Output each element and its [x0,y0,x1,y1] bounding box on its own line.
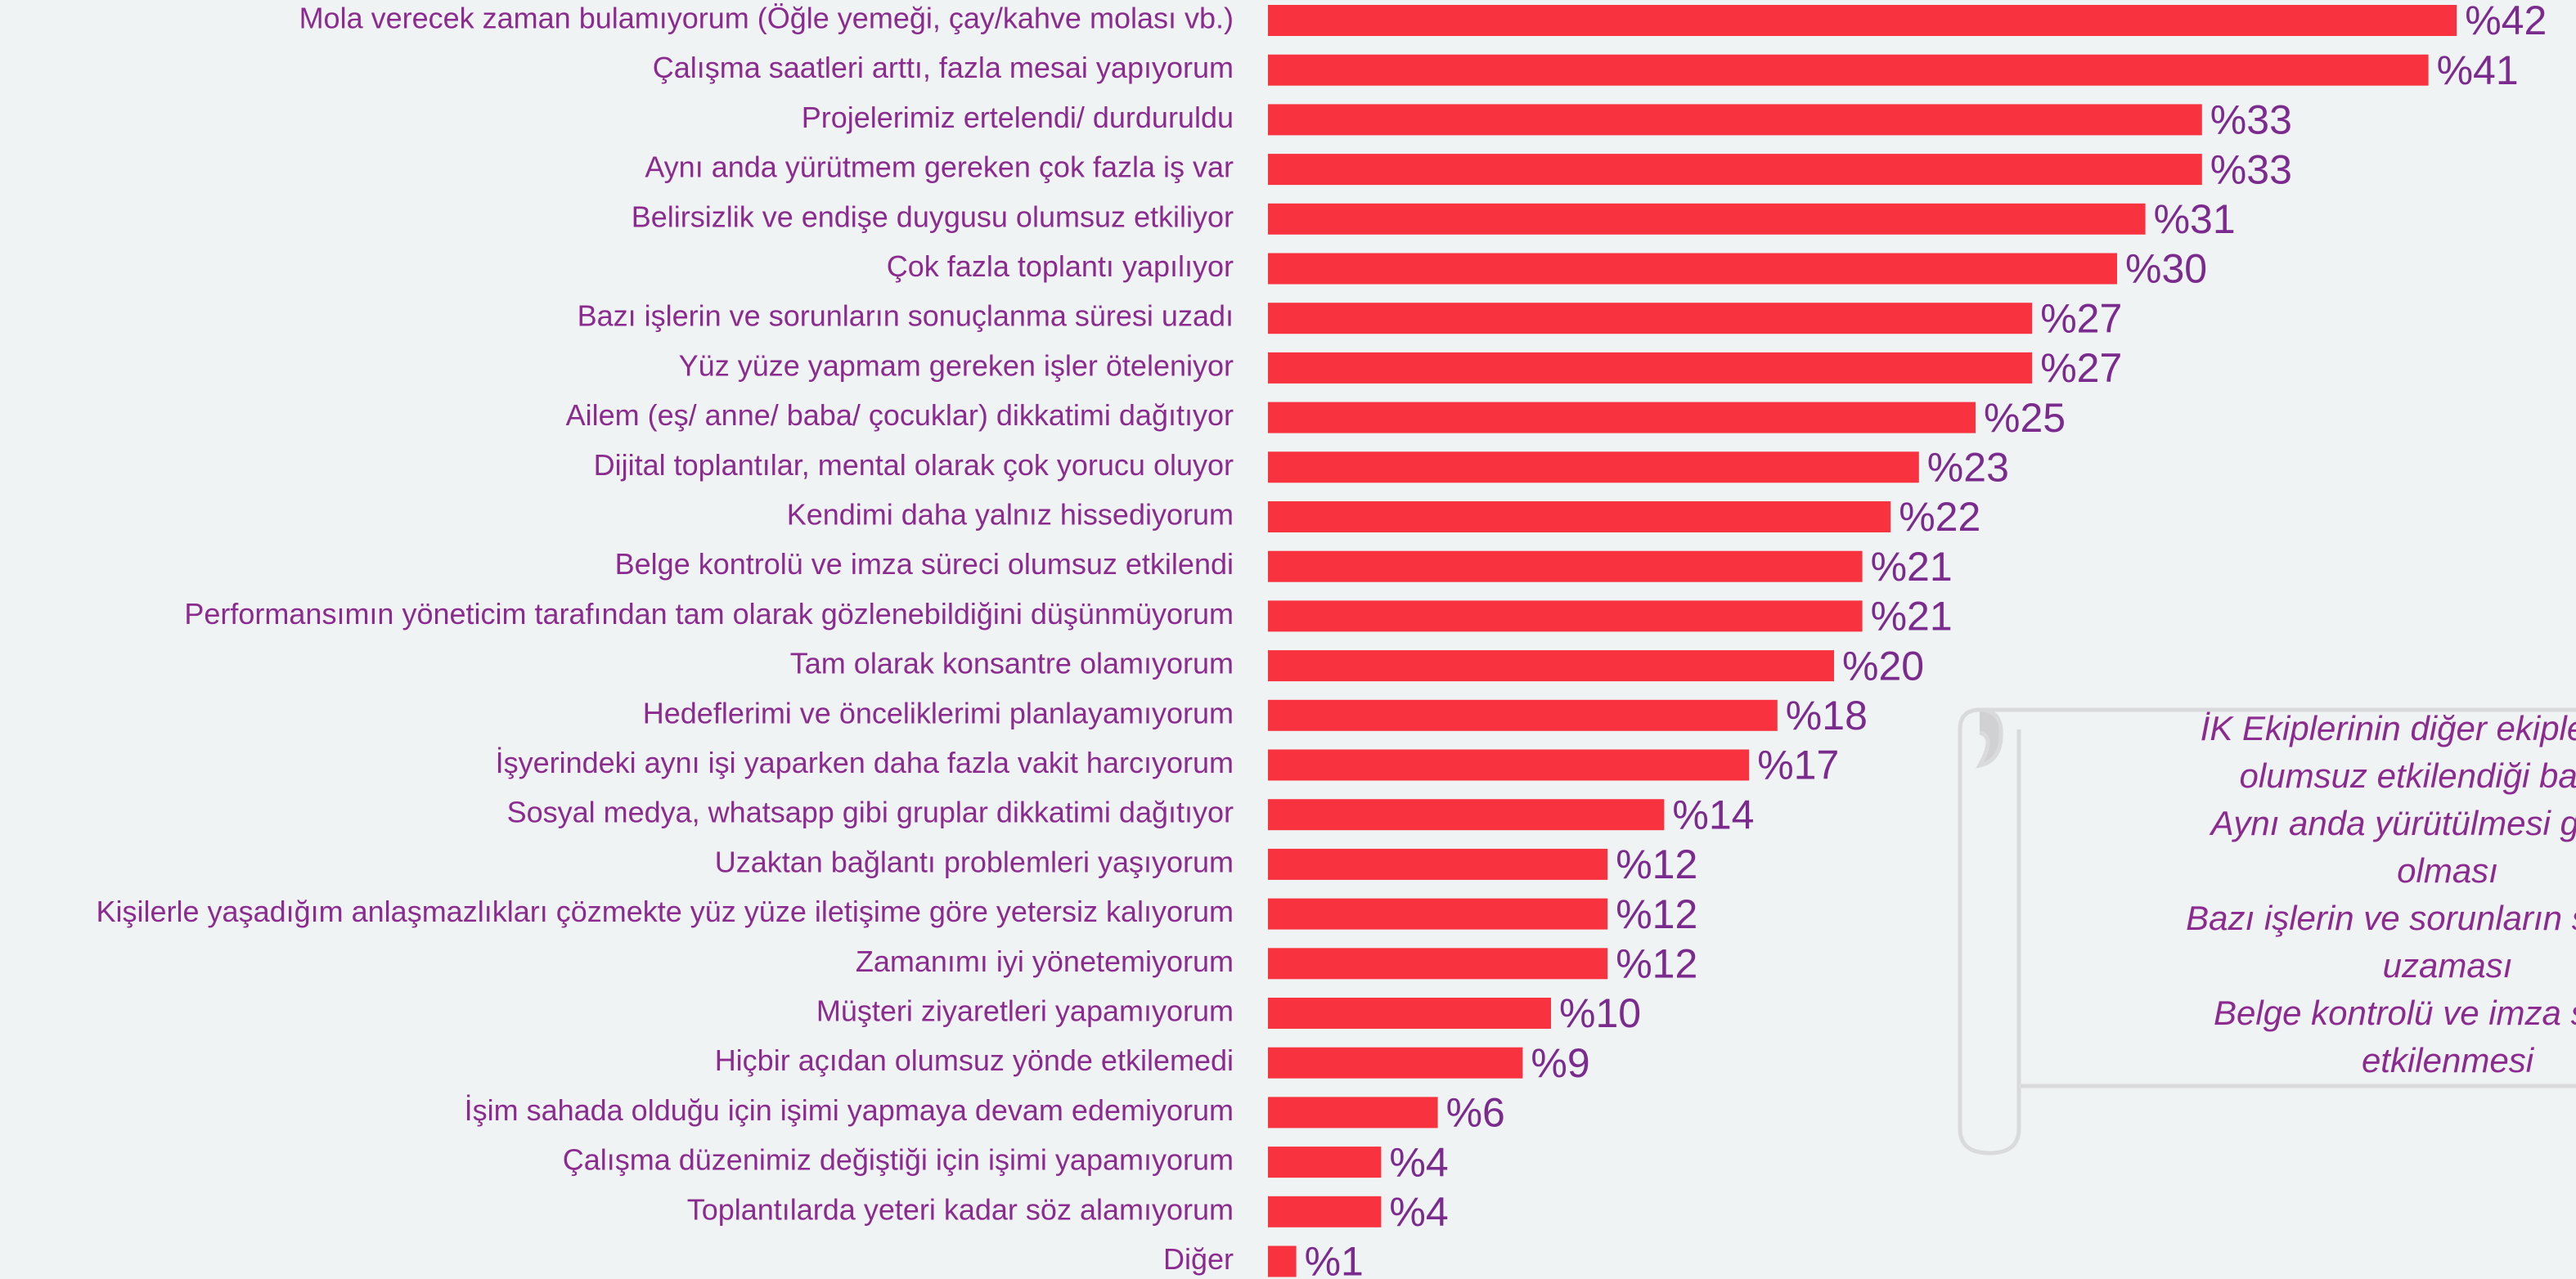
value-label: %6 [1446,1090,1505,1136]
category-label: Hiçbir açıdan olumsuz yönde etkilemedi [715,1043,1234,1077]
category-label: Belge kontrolü ve imza süreci olumsuz et… [615,547,1234,581]
value-label: %33 [2210,146,2292,192]
value-label: %27 [2040,295,2122,341]
bar [1268,898,1608,930]
category-label: Belirsizlik ve endişe duygusu olumsuz et… [632,200,1234,233]
category-label: Uzaktan bağlantı problemleri yaşıyorum [715,845,1234,878]
category-label: Hedeflerimi ve önceliklerimi planlayamıy… [643,696,1234,729]
value-label: %27 [2040,345,2122,391]
value-label: %18 [1786,693,1868,738]
value-label: %22 [1899,494,1980,540]
category-label: İşyerindeki aynı işi yaparken daha fazla… [496,746,1234,779]
category-label: Dijital toplantılar, mental olarak çok y… [594,448,1234,482]
bar [1268,998,1551,1029]
annotation-text: olması [2397,851,2498,890]
value-label: %4 [1389,1139,1448,1185]
annotation-text: uzaması [2383,946,2513,985]
category-label: Çalışma düzenimiz değiştiği için işimi y… [563,1143,1234,1177]
category-label: Aynı anda yürütmem gereken çok fazla iş … [645,150,1234,184]
value-label: %12 [1616,941,1697,987]
bar [1268,550,1863,582]
annotation-text: olumsuz etkilendiği başlıkla [2240,756,2576,795]
bar [1268,848,1608,880]
category-label: Diğer [1163,1242,1234,1276]
value-label: %14 [1672,792,1754,837]
bar [1268,650,1834,682]
bar [1268,54,2429,86]
bar [1268,600,1863,632]
bar [1268,352,2033,384]
value-label: %1 [1305,1239,1364,1279]
bar [1268,451,1919,483]
annotation-text: Belge kontrolü ve imza sürecin [2214,994,2576,1032]
bar [1268,799,1665,831]
category-label: İşim sahada olduğu için işimi yapmaya de… [465,1093,1234,1127]
value-label: %9 [1531,1040,1589,1086]
value-label: %21 [1871,594,1953,640]
category-label: Toplantılarda yeteri kadar söz alamıyoru… [687,1192,1234,1226]
category-label: Çok fazla toplantı yapılıyor [887,249,1234,283]
bar [1268,1245,1297,1277]
annotation-text: İK Ekiplerinin diğer ekiplere göre [2201,709,2576,747]
value-label: %33 [2210,97,2292,143]
bar [1268,1196,1382,1227]
annotation-text: Aynı anda yürütülmesi gereken [2209,804,2576,842]
value-label: %12 [1616,841,1697,887]
bar [1268,1097,1438,1129]
bar [1268,104,2202,136]
bar [1268,154,2202,186]
category-label: Müşteri ziyaretleri yapamıyorum [816,994,1234,1028]
category-label: Ailem (eş/ anne/ baba/ çocuklar) dikkati… [566,398,1234,432]
value-label: %25 [1984,395,2066,441]
value-label: %31 [2154,196,2236,242]
value-label: %41 [2437,47,2519,93]
category-label: Sosyal medya, whatsapp gibi gruplar dikk… [507,796,1234,829]
value-label: %42 [2465,0,2547,43]
bar [1268,749,1750,781]
category-label: Projelerimiz ertelendi/ durduruldu [802,101,1234,134]
value-label: %21 [1871,544,1953,590]
value-label: %10 [1559,990,1641,1036]
annotation-scroll [1958,707,2576,1156]
category-label: Tam olarak konsantre olamıyorum [790,647,1234,680]
bar [1268,1047,1523,1079]
category-label: Kendimi daha yalnız hissediyorum [787,498,1234,532]
category-label: Zamanımı iyi yönetemiyorum [856,945,1234,978]
bar [1268,5,2457,36]
bar [1268,303,2033,334]
value-label: %30 [2125,246,2207,292]
annotation-text: Bazı işlerin ve sorunların sonuçlan [2186,899,2576,937]
category-label: Mola verecek zaman bulamıyorum (Öğle yem… [299,2,1234,35]
bar [1268,1147,1382,1178]
value-label: %4 [1389,1189,1448,1235]
value-label: %12 [1616,891,1697,937]
bar [1268,253,2117,285]
bar [1268,501,1891,532]
value-label: %23 [1927,445,2009,491]
bar [1268,203,2146,235]
category-label: Bazı işlerin ve sorunların sonuçlanma sü… [578,299,1234,333]
value-label: %20 [1842,643,1924,689]
value-label: %17 [1757,743,1839,788]
category-label: Yüz yüze yapmam gereken işler öteleniyor [679,348,1234,382]
category-label: Performansımın yöneticim tarafından tam … [184,597,1234,631]
bar [1268,699,1778,731]
category-label: Çalışma saatleri arttı, fazla mesai yapı… [653,51,1234,84]
bar [1268,948,1608,980]
category-label: Kişilerle yaşadığım anlaşmazlıkları çözm… [97,895,1234,928]
bar [1268,402,1976,433]
annotation-text: etkilenmesi [2362,1041,2535,1079]
